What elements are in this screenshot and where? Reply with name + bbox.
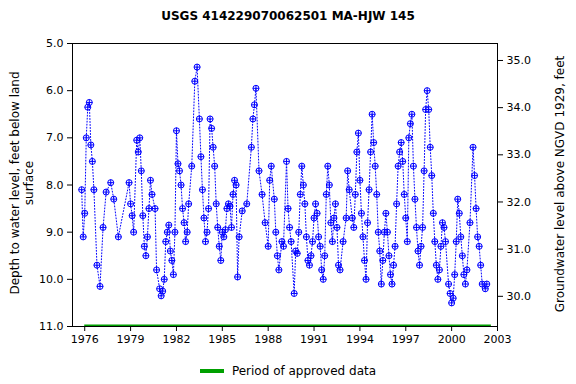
svg-text:1991: 1991 xyxy=(300,333,328,346)
svg-text:33.0: 33.0 xyxy=(507,148,532,161)
html-text:Depth to water level, feet bel: Depth to water level, feet below land su… xyxy=(8,70,36,295)
svg-text:7.0: 7.0 xyxy=(46,131,64,144)
svg-text:34.0: 34.0 xyxy=(507,101,532,114)
svg-text:11.0: 11.0 xyxy=(39,320,64,333)
svg-text:5.0: 5.0 xyxy=(46,37,64,50)
svg-text:6.0: 6.0 xyxy=(46,84,64,97)
svg-text:35.0: 35.0 xyxy=(507,54,532,67)
html-text:Period of approved data: Period of approved data xyxy=(231,364,377,378)
svg-text:2000: 2000 xyxy=(438,333,466,346)
svg-text:2003: 2003 xyxy=(484,333,512,346)
svg-text:1997: 1997 xyxy=(392,333,420,346)
svg-text:1982: 1982 xyxy=(162,333,190,346)
svg-text:1979: 1979 xyxy=(117,333,145,346)
svg-text:8.0: 8.0 xyxy=(46,179,64,192)
svg-text:1976: 1976 xyxy=(71,333,99,346)
svg-text:1985: 1985 xyxy=(208,333,236,346)
svg-text:30.0: 30.0 xyxy=(507,290,532,303)
svg-text:31.0: 31.0 xyxy=(507,243,532,256)
svg-text:32.0: 32.0 xyxy=(507,196,532,209)
svg-text:1988: 1988 xyxy=(254,333,282,346)
svg-text:1994: 1994 xyxy=(346,333,374,346)
svg-text:9.0: 9.0 xyxy=(46,226,64,239)
svg-text:10.0: 10.0 xyxy=(39,273,64,286)
html-text:Groundwater level above NGVD 1: Groundwater level above NGVD 1929, feet xyxy=(553,55,567,312)
html-text:USGS 414229070062501 MA-HJW 14: USGS 414229070062501 MA-HJW 145 xyxy=(161,9,415,23)
